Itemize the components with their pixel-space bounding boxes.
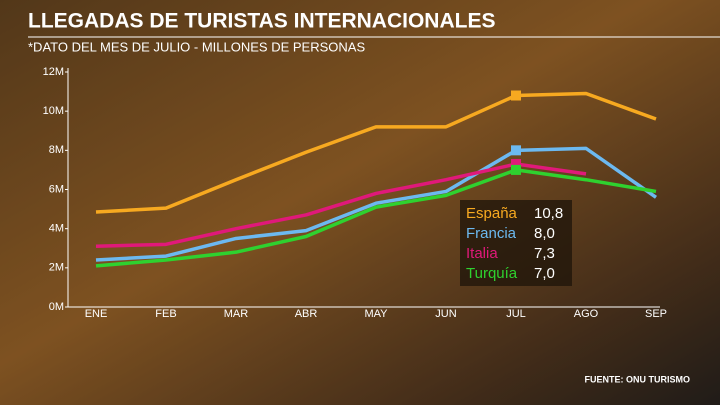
x-tick-label: MAR [224,308,249,320]
highlight-marker [511,164,521,175]
chart-subtitle: *DATO DEL MES DE JULIO - MILLONES DE PER… [28,39,365,54]
x-tick-label: FEB [155,308,176,320]
x-tick-label: MAY [364,308,388,320]
y-tick-label: 4M [49,223,64,235]
legend-box [460,200,572,286]
x-tick-label: ENE [85,308,108,320]
y-tick-label: 10M [43,105,64,117]
value-label: 10,8 [534,205,563,222]
series-line [95,168,657,268]
source: FUENTE: ONU TURISMO [585,374,691,384]
chart-title: LLEGADAS DE TURISTAS INTERNACIONALES [28,10,495,33]
legend-label: Turquía [466,265,518,282]
value-label: 7,3 [534,245,555,262]
legend-label: España [466,205,518,222]
legend-label: Francia [466,225,517,242]
x-tick-label: JUL [506,308,526,320]
legend-label: Italia [466,245,498,262]
highlight-marker [511,90,521,101]
y-tick-label: 12M [43,66,64,78]
series-line [95,162,587,249]
x-tick-label: JUN [435,308,456,320]
highlight-marker [511,145,521,156]
y-tick-label: 2M [49,262,64,274]
y-tick-label: 8M [49,144,64,156]
y-tick-label: 6M [49,183,64,195]
series-line [95,146,658,262]
x-tick-label: AGO [574,308,599,320]
series-line [95,91,657,214]
y-tick-label: 0M [49,301,64,313]
x-tick-label: SEP [645,308,667,320]
highlight-marker [511,159,521,170]
x-tick-label: ABR [295,308,318,320]
value-label: 7,0 [534,265,555,282]
value-label: 8,0 [534,225,555,242]
